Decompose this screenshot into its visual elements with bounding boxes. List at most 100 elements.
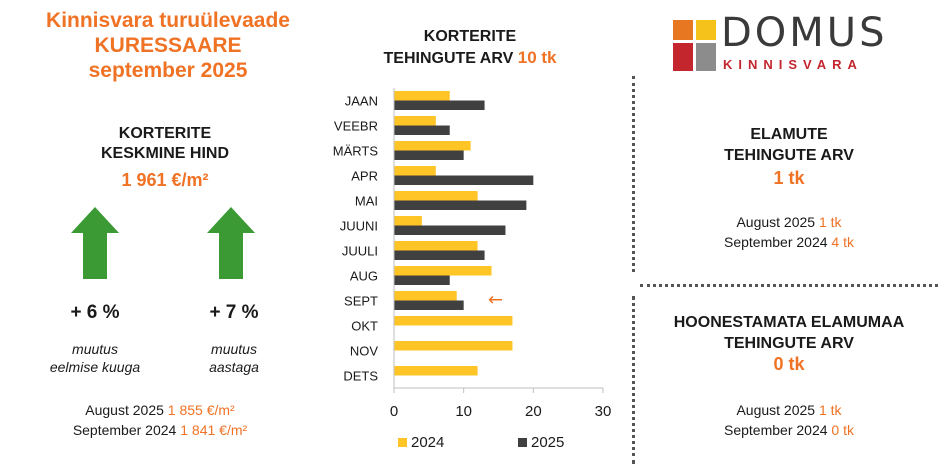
logo-square-icon xyxy=(673,20,693,40)
category-tick-label: MAI xyxy=(355,194,378,209)
logo-subtitle: KINNISVARA xyxy=(723,57,863,72)
x-tick-label: 30 xyxy=(595,403,612,420)
houses-heading-line2: TEHINGUTE ARV xyxy=(724,147,854,164)
avg-price-heading-line2: KESKMINE HIND xyxy=(100,145,229,162)
legend-swatch-2025 xyxy=(518,438,527,447)
x-tick-label: 10 xyxy=(455,403,472,420)
compare-label: August 2025 xyxy=(736,402,816,418)
bar-2025-aug xyxy=(394,275,450,285)
horizontal-divider xyxy=(640,284,938,287)
bar-2024-sept xyxy=(394,291,457,301)
category-tick-label: JUULI xyxy=(342,244,378,259)
legend-label-2025: 2025 xyxy=(531,434,564,451)
year-change-note: muutus aastaga xyxy=(169,340,299,376)
avg-price-heading-line1: KORTERITE xyxy=(118,125,212,142)
bar-2024-mai xyxy=(394,191,478,201)
domus-logo: DOMUS KINNISVARA xyxy=(673,10,913,76)
year-change-note-line2: aastaga xyxy=(209,359,259,375)
category-tick-label: OKT xyxy=(351,319,378,334)
bar-2025-jaan xyxy=(394,100,485,110)
category-tick-label: JUUNI xyxy=(340,219,378,234)
houses-heading-line1: ELAMUTE xyxy=(750,126,828,143)
compare-label: September 2024 xyxy=(72,422,177,438)
category-tick-label: DETS xyxy=(343,369,378,384)
legend-swatch-2024 xyxy=(398,438,407,447)
category-tick-label: SEPT xyxy=(344,294,378,309)
compare-label: September 2024 xyxy=(724,422,828,438)
avg-price-heading: KORTERITE KESKMINE HIND xyxy=(50,124,280,164)
category-tick-label: MÄRTS xyxy=(333,144,379,159)
avg-price-compare-row: September 2024 1 841 €/m² xyxy=(0,422,320,438)
bar-2025-sept xyxy=(394,300,464,310)
chart-title: KORTERITE TEHINGUTE ARV 10 tk xyxy=(340,26,600,69)
up-arrow-icon xyxy=(207,207,255,279)
land-heading: HOONESTAMATA ELAMUMAA TEHINGUTE ARV xyxy=(640,312,938,354)
chart-title-count: 10 tk xyxy=(517,48,557,67)
up-arrow-icon xyxy=(71,207,119,279)
compare-value: 1 841 €/m² xyxy=(180,422,248,438)
houses-heading: ELAMUTE TEHINGUTE ARV xyxy=(640,124,938,166)
bar-2024-veebr xyxy=(394,116,436,126)
compare-value: 4 tk xyxy=(831,234,854,250)
legend-label-2024: 2024 xyxy=(411,434,444,451)
avg-price-compare-row: August 2025 1 855 €/m² xyxy=(0,402,320,418)
year-change-note-line1: muutus xyxy=(211,341,257,357)
x-tick-label: 20 xyxy=(525,403,542,420)
compare-value: 1 tk xyxy=(818,402,842,418)
month-change-note: muutus eelmise kuuga xyxy=(30,340,160,376)
land-compare-row: August 2025 1 tk xyxy=(640,402,938,418)
bar-2024-märts xyxy=(394,141,471,151)
bar-2025-mai xyxy=(394,200,527,210)
month-change-note-line2: eelmise kuuga xyxy=(49,359,141,375)
left-arrow-icon: ← xyxy=(488,290,503,311)
month-change-value: + 6 % xyxy=(70,302,120,323)
chart-title-line1: KORTERITE xyxy=(423,28,517,45)
x-tick-label: 0 xyxy=(390,403,398,420)
year-change-value: + 7 % xyxy=(209,302,259,323)
logo-square-icon xyxy=(673,43,693,71)
category-tick-label: APR xyxy=(351,169,378,184)
houses-compare-row: September 2024 4 tk xyxy=(640,234,938,250)
bar-2024-apr xyxy=(394,166,436,176)
compare-label: August 2025 xyxy=(85,402,164,418)
report-title: Kinnisvara turuülevaade KURESSAARE septe… xyxy=(8,8,328,83)
land-compare-row: September 2024 0 tk xyxy=(640,422,938,438)
bar-2025-märts xyxy=(394,150,464,160)
bar-2024-okt xyxy=(394,316,513,326)
bar-2024-dets xyxy=(394,366,478,376)
report-title-line2: KURESSAARE xyxy=(94,34,242,57)
compare-value: 1 855 €/m² xyxy=(167,402,235,418)
bar-2025-apr xyxy=(394,175,534,185)
report-title-line3: september 2025 xyxy=(88,59,248,82)
category-tick-label: AUG xyxy=(350,269,378,284)
bar-2024-juuni xyxy=(394,216,422,226)
avg-price-value: 1 961 €/m² xyxy=(121,170,209,190)
logo-square-icon xyxy=(696,43,716,71)
bar-2024-nov xyxy=(394,341,513,351)
month-change-note-line1: muutus xyxy=(72,341,118,357)
land-heading-line1: HOONESTAMATA ELAMUMAA xyxy=(673,314,905,331)
bar-2024-juuli xyxy=(394,241,478,251)
vertical-divider xyxy=(632,76,635,272)
land-heading-line2: TEHINGUTE ARV xyxy=(724,335,854,352)
bar-2025-juuli xyxy=(394,250,485,260)
vertical-divider xyxy=(632,296,635,464)
compare-label: September 2024 xyxy=(724,234,828,250)
houses-value: 1 tk xyxy=(773,168,805,188)
compare-label: August 2025 xyxy=(736,214,816,230)
land-value: 0 tk xyxy=(773,354,805,374)
logo-square-icon xyxy=(696,20,716,40)
bar-2025-juuni xyxy=(394,225,506,235)
compare-value: 0 tk xyxy=(831,422,854,438)
chart-title-line2-text: TEHINGUTE ARV xyxy=(383,50,514,67)
category-tick-label: NOV xyxy=(350,344,379,359)
report-title-line1: Kinnisvara turuülevaade xyxy=(46,9,290,32)
houses-compare-row: August 2025 1 tk xyxy=(640,214,938,230)
category-tick-label: VEEBR xyxy=(334,119,378,134)
transactions-bar-chart: JAAN VEEBR MÄRTS APR MAI JUUNI JUULI AUG SEPT ← OK… xyxy=(333,88,612,451)
bar-2024-aug xyxy=(394,266,492,276)
bar-2025-veebr xyxy=(394,125,450,135)
chart-title-line2: TEHINGUTE ARV 10 tk xyxy=(340,47,600,69)
bar-2024-jaan xyxy=(394,91,450,101)
category-tick-label: JAAN xyxy=(345,94,378,109)
